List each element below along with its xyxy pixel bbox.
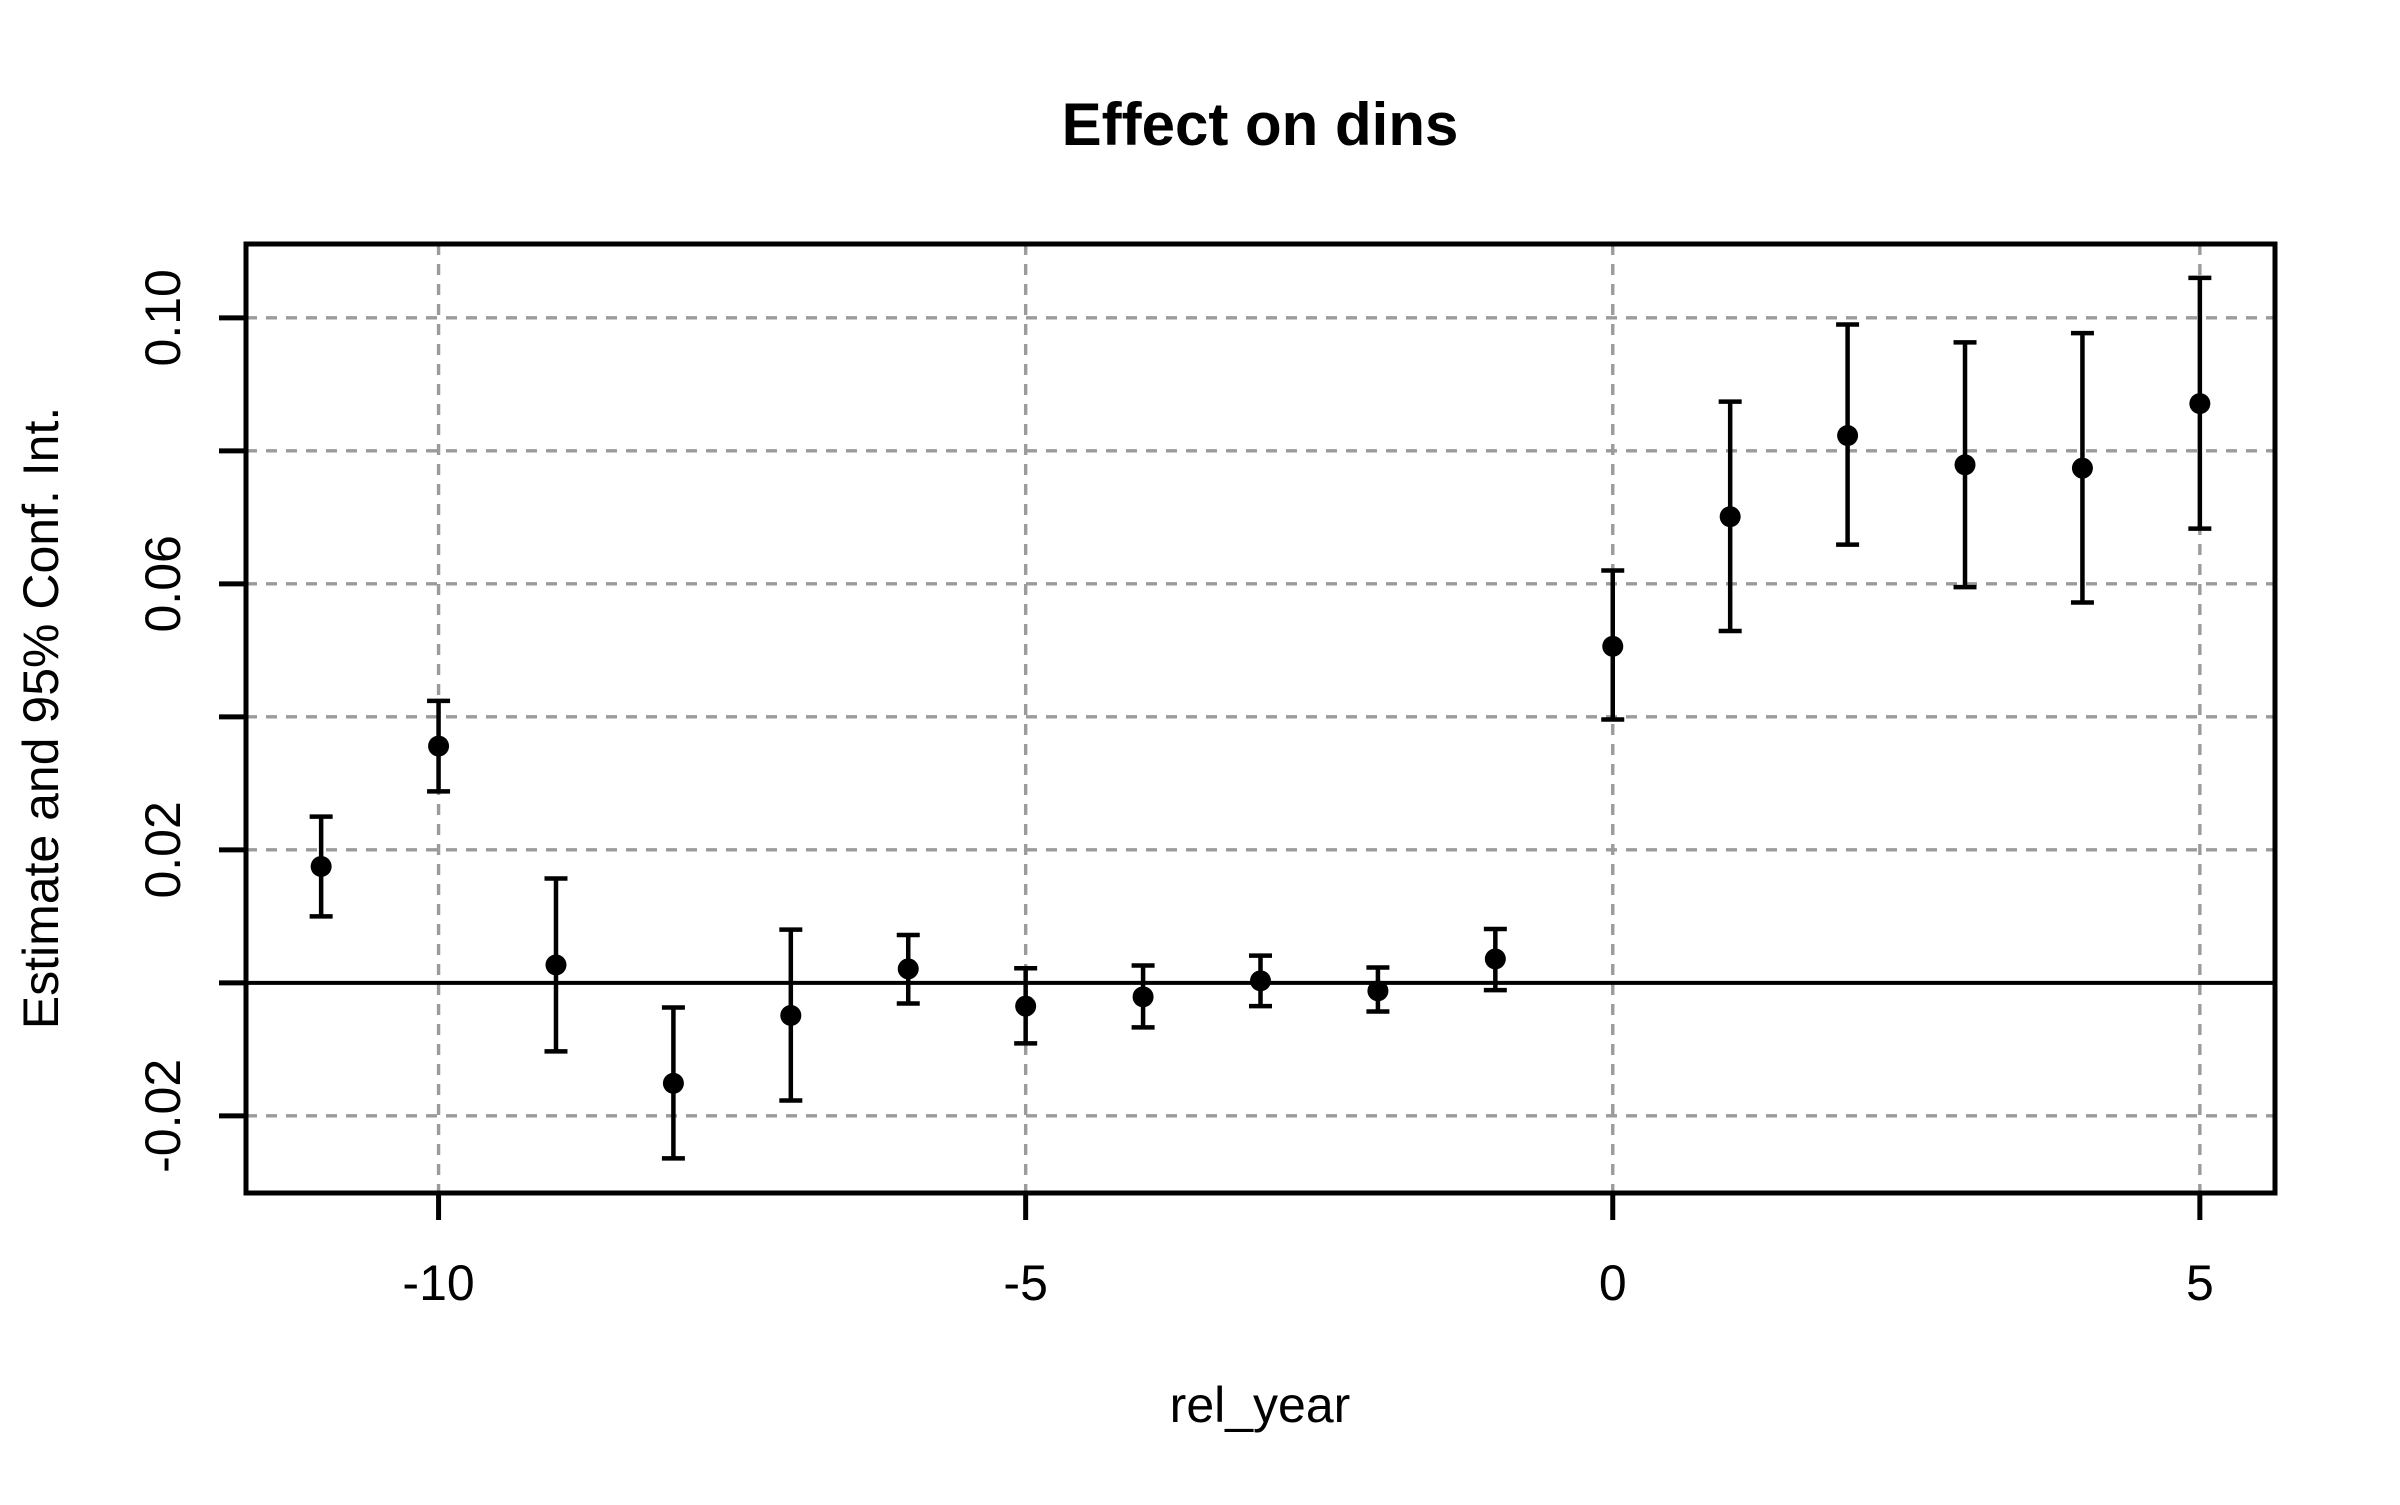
axes: -0.02 0.02 0.06 0.10 -10 -5 0 5	[135, 241, 2278, 1311]
point-marker	[310, 855, 332, 877]
point-marker	[662, 1072, 684, 1094]
x-axis-label: rel_year	[1170, 1377, 1351, 1433]
y-tick-label: -0.02	[135, 1059, 191, 1173]
point-marker	[428, 735, 450, 757]
estimate-with-ci	[544, 876, 568, 1054]
point-marker	[545, 954, 567, 976]
point-marker	[780, 1004, 802, 1026]
x-tick-label: 5	[2186, 1255, 2214, 1311]
y-axis-label: Estimate and 95% Conf. Int.	[13, 407, 69, 1030]
estimate-with-ci	[427, 698, 451, 794]
estimate-with-ci	[1718, 399, 1742, 634]
point-marker	[1484, 948, 1506, 970]
estimate-with-ci	[1131, 963, 1155, 1030]
y-tick-label: 0.02	[135, 801, 191, 898]
estimate-with-ci	[309, 814, 333, 919]
estimate-with-ci	[779, 927, 803, 1103]
estimate-with-ci	[1249, 953, 1272, 1009]
point-marker	[897, 958, 919, 980]
point-marker	[2071, 457, 2093, 479]
estimate-with-ci	[661, 1005, 685, 1161]
estimate-with-ci	[1014, 965, 1038, 1046]
estimate-with-ci	[896, 932, 920, 1006]
point-marker	[1954, 454, 1976, 476]
estimate-with-ci	[1483, 926, 1507, 993]
y-tick-label: 0.10	[135, 269, 191, 366]
estimate-with-ci	[1601, 568, 1625, 722]
point-marker	[1367, 980, 1389, 1002]
data-points	[309, 275, 2212, 1161]
point-marker	[1719, 506, 1741, 528]
estimate-with-ci	[1366, 965, 1390, 1014]
point-marker	[1015, 995, 1037, 1017]
chart-title: Effect on dins	[1062, 91, 1459, 158]
x-tick-label: -10	[402, 1255, 474, 1311]
estimate-with-ci	[2188, 275, 2212, 531]
point-marker	[2189, 393, 2211, 415]
y-tick-label: 0.06	[135, 535, 191, 632]
point-marker	[1837, 425, 1859, 447]
point-marker	[1250, 970, 1271, 992]
estimate-with-ci	[1953, 340, 1977, 590]
x-tick-label: -5	[1003, 1255, 1047, 1311]
estimate-with-ci	[1836, 322, 1860, 547]
estimate-with-ci	[2070, 330, 2094, 605]
point-marker	[1602, 635, 1624, 657]
x-tick-label: 0	[1599, 1255, 1627, 1311]
point-marker	[1132, 986, 1154, 1008]
